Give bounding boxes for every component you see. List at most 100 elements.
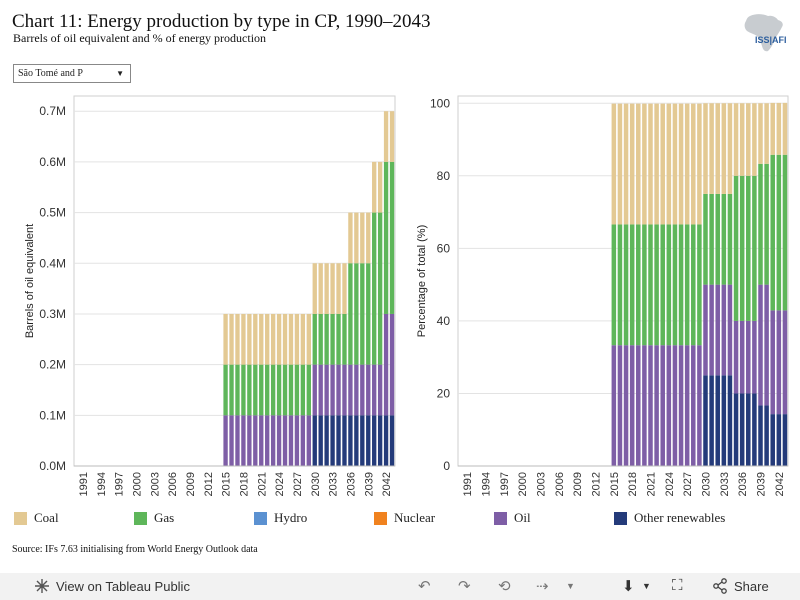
panel2-bar-oil-2029[interactable] [697, 345, 702, 466]
panel1-bar-oil-2028[interactable] [300, 415, 306, 466]
panel2-bar-gas-2028[interactable] [691, 224, 696, 346]
panel2-bar-coal-2032[interactable] [715, 103, 720, 194]
panel1-bar-coal-2023[interactable] [270, 313, 276, 365]
panel2-bar-oil-2034[interactable] [727, 284, 733, 376]
panel2-bar-gas-2036[interactable] [739, 175, 745, 321]
panel2-bar-oil-2019[interactable] [636, 345, 641, 466]
chevron-down-icon[interactable]: ▼ [642, 581, 651, 591]
panel1-bar-coal-2036[interactable] [348, 212, 353, 264]
panel1-bar-gas-2042[interactable] [383, 161, 389, 314]
panel2-bar-coal-2036[interactable] [739, 103, 745, 176]
panel1-bar-other-renewables-2034[interactable] [336, 415, 341, 466]
download-icon[interactable]: ⬇ [622, 578, 635, 595]
panel2-bar-coal-2034[interactable] [727, 103, 733, 194]
share-button[interactable]: Share [712, 578, 769, 594]
panel1-bar-gas-2043[interactable] [389, 161, 395, 314]
panel2-bar-gas-2034[interactable] [727, 193, 733, 285]
panel2-bar-coal-2019[interactable] [636, 103, 641, 225]
panel2-bar-oil-2039[interactable] [758, 284, 763, 406]
panel1-bar-oil-2037[interactable] [354, 364, 359, 416]
view-on-tableau-link[interactable]: View on Tableau Public [34, 578, 190, 594]
panel2-bar-gas-2031[interactable] [709, 193, 714, 285]
panel2-bar-gas-2032[interactable] [715, 193, 720, 285]
panel2-bar-coal-2026[interactable] [678, 103, 684, 225]
panel1-bar-gas-2032[interactable] [324, 313, 329, 365]
panel1-bar-gas-2016[interactable] [229, 364, 234, 416]
legend-item-nuclear[interactable]: Nuclear [374, 510, 435, 526]
panel1-bar-oil-2038[interactable] [360, 364, 365, 416]
panel1-bar-coal-2039[interactable] [366, 212, 371, 264]
panel2-bar-gas-2033[interactable] [721, 193, 727, 285]
panel2-bar-other-renewables-2041[interactable] [770, 414, 775, 466]
panel2-bar-other-renewables-2038[interactable] [752, 393, 757, 466]
panel1-bar-coal-2018[interactable] [241, 313, 246, 365]
panel1-bar-oil-2036[interactable] [348, 364, 353, 416]
panel1-bar-gas-2034[interactable] [336, 313, 341, 365]
country-filter-dropdown[interactable]: São Tomé and P ▼ [13, 64, 131, 83]
refresh-icon[interactable]: ⇢ [536, 578, 549, 595]
panel2-bar-coal-2042[interactable] [776, 102, 782, 155]
panel1-bar-oil-2025[interactable] [282, 415, 288, 466]
panel2-bar-gas-2038[interactable] [752, 175, 757, 321]
panel2-bar-coal-2025[interactable] [672, 103, 678, 225]
panel1-bar-oil-2030[interactable] [312, 364, 317, 416]
panel1-bar-gas-2033[interactable] [330, 313, 335, 365]
panel1-bar-gas-2015[interactable] [223, 364, 228, 416]
panel2-bar-coal-2027[interactable] [684, 103, 690, 225]
panel2-bar-coal-2030[interactable] [703, 103, 708, 194]
panel2-bar-oil-2027[interactable] [684, 345, 690, 466]
panel1-bar-oil-2031[interactable] [318, 364, 323, 416]
panel2-bar-gas-2040[interactable] [764, 163, 769, 285]
panel1-bar-gas-2017[interactable] [235, 364, 240, 416]
panel1-bar-coal-2026[interactable] [288, 313, 294, 365]
panel2-bar-other-renewables-2036[interactable] [739, 393, 745, 466]
panel2-bar-gas-2035[interactable] [733, 175, 739, 321]
panel2-bar-gas-2018[interactable] [629, 224, 635, 346]
undo-icon[interactable]: ↶ [418, 578, 431, 595]
panel1-bar-other-renewables-2033[interactable] [330, 415, 335, 466]
panel2-bar-oil-2030[interactable] [703, 284, 708, 376]
panel1-bar-coal-2015[interactable] [223, 313, 228, 365]
panel1-bar-coal-2030[interactable] [312, 263, 317, 314]
panel2-bar-coal-2021[interactable] [648, 103, 653, 225]
chevron-down-icon[interactable]: ▼ [566, 581, 575, 591]
panel2-bar-coal-2035[interactable] [733, 103, 739, 176]
panel2-bar-coal-2043[interactable] [782, 102, 788, 155]
panel2-bar-coal-2037[interactable] [746, 103, 751, 176]
panel1-bar-other-renewables-2039[interactable] [366, 415, 371, 466]
panel1-bar-gas-2023[interactable] [270, 364, 276, 416]
panel2-bar-gas-2041[interactable] [770, 154, 775, 311]
panel1-bar-oil-2032[interactable] [324, 364, 329, 416]
panel2-bar-oil-2023[interactable] [660, 345, 665, 466]
panel2-bar-other-renewables-2035[interactable] [733, 393, 739, 466]
panel2-bar-gas-2020[interactable] [642, 224, 647, 346]
panel2-bar-coal-2015[interactable] [611, 103, 617, 225]
panel1-bar-oil-2017[interactable] [235, 415, 240, 466]
panel1-bar-other-renewables-2036[interactable] [348, 415, 353, 466]
panel2-bar-gas-2026[interactable] [678, 224, 684, 346]
panel2-bar-coal-2017[interactable] [623, 103, 629, 225]
panel1-bar-coal-2028[interactable] [300, 313, 306, 365]
panel2-bar-oil-2026[interactable] [678, 345, 684, 466]
panel2-bar-other-renewables-2042[interactable] [776, 414, 782, 466]
panel1-bar-oil-2015[interactable] [223, 415, 228, 466]
panel2-bar-gas-2043[interactable] [782, 154, 788, 311]
panel2-bar-gas-2037[interactable] [746, 175, 751, 321]
panel1-bar-gas-2039[interactable] [366, 263, 371, 365]
panel2-bar-gas-2022[interactable] [654, 224, 659, 346]
panel1-bar-other-renewables-2032[interactable] [324, 415, 329, 466]
fullscreen-icon[interactable]: ⛶ [672, 577, 683, 594]
panel2-bar-other-renewables-2032[interactable] [715, 375, 720, 466]
panel1-bar-oil-2033[interactable] [330, 364, 335, 416]
panel2-bar-gas-2029[interactable] [697, 224, 702, 346]
panel1-bar-gas-2038[interactable] [360, 263, 365, 365]
panel2-bar-other-renewables-2043[interactable] [782, 414, 788, 466]
panel2-bar-oil-2040[interactable] [764, 284, 769, 406]
panel1-bar-oil-2041[interactable] [377, 364, 383, 416]
panel2-bar-coal-2018[interactable] [629, 103, 635, 225]
panel1-bar-oil-2043[interactable] [389, 313, 395, 416]
panel2-bar-gas-2024[interactable] [666, 224, 672, 346]
panel2-bar-gas-2042[interactable] [776, 154, 782, 311]
panel2-bar-other-renewables-2031[interactable] [709, 375, 714, 466]
panel2-bar-gas-2030[interactable] [703, 193, 708, 285]
